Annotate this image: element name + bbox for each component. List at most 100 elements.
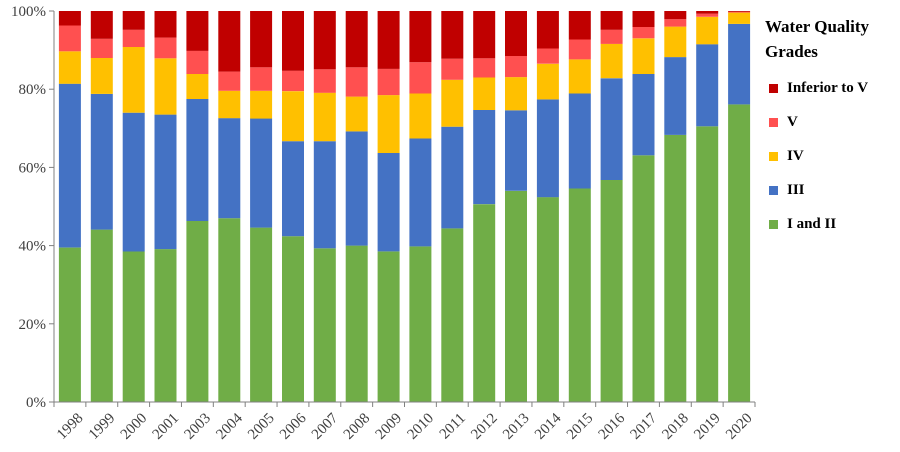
bar-v-1998 <box>58 25 81 52</box>
bar-v-2020 <box>728 11 751 13</box>
bar-inferior-to-v-2006 <box>282 11 304 71</box>
legend-swatch-i-and-ii <box>769 219 778 229</box>
bar-v-2005 <box>250 67 273 91</box>
bar-iii-2009 <box>377 152 400 252</box>
bar-v-2014 <box>536 48 559 64</box>
bar-v-2006 <box>282 70 304 92</box>
bar-iv-2012 <box>473 77 496 110</box>
bar-iii-2018 <box>664 57 687 135</box>
bar-v-2013 <box>505 56 527 78</box>
bar-i-and-ii-2000 <box>122 251 145 402</box>
bar-iii-2005 <box>250 118 273 228</box>
legend-swatch-inferior-to-v <box>769 83 778 93</box>
legend-swatch-v <box>769 117 778 127</box>
legend-label-inferior-to-v: Inferior to V <box>787 79 869 96</box>
bar-inferior-to-v-2001 <box>154 11 177 38</box>
y-tick-label: 80% <box>19 82 47 98</box>
bar-v-2010 <box>409 62 432 94</box>
bar-iii-1999 <box>90 93 113 230</box>
x-tick-label: 2014 <box>532 410 565 443</box>
bar-v-2009 <box>377 68 400 96</box>
bar-inferior-to-v-2010 <box>409 11 432 63</box>
bar-i-and-ii-2019 <box>696 126 719 403</box>
legend-item-i-and-ii: I and II <box>769 214 836 234</box>
bar-iii-2020 <box>728 23 751 105</box>
x-tick-label: 2007 <box>309 410 342 443</box>
bar-inferior-to-v-2016 <box>600 11 623 30</box>
legend-item-iv: IV <box>769 146 804 166</box>
x-tick-label: 2015 <box>564 410 597 443</box>
bars-group <box>58 11 751 403</box>
bar-iv-2001 <box>154 58 177 115</box>
bar-iv-1999 <box>90 57 113 94</box>
bar-i-and-ii-2011 <box>441 228 464 402</box>
bar-iv-2017 <box>632 38 655 74</box>
bar-iii-2007 <box>313 141 336 249</box>
bar-i-and-ii-2005 <box>250 227 273 402</box>
legend-label-iv: IV <box>787 147 804 164</box>
legend-label-iii: III <box>787 181 805 198</box>
bar-iii-2013 <box>505 110 527 191</box>
x-tick-label: 1998 <box>54 410 87 443</box>
bar-iii-1998 <box>58 83 81 248</box>
bar-inferior-to-v-1999 <box>90 11 113 39</box>
x-tick-label: 2005 <box>245 410 278 443</box>
bar-iv-2000 <box>122 47 145 113</box>
y-tick-label: 20% <box>19 317 47 333</box>
x-tick-label: 2004 <box>213 410 246 443</box>
bar-i-and-ii-2008 <box>345 245 368 402</box>
bar-v-2017 <box>632 27 655 39</box>
legend-item-v: V <box>769 112 798 132</box>
bar-iii-2004 <box>218 118 241 219</box>
bar-inferior-to-v-2007 <box>313 11 336 70</box>
bar-iv-2003 <box>186 74 209 99</box>
bar-iv-2015 <box>568 59 591 94</box>
x-tick-label: 2003 <box>181 410 214 443</box>
x-tick-label: 2011 <box>437 410 469 442</box>
x-tick-label: 2016 <box>596 410 629 443</box>
bar-inferior-to-v-2008 <box>345 11 368 68</box>
bar-iii-2008 <box>345 131 368 246</box>
bar-i-and-ii-2006 <box>282 236 304 402</box>
bar-i-and-ii-2009 <box>377 251 400 402</box>
bar-inferior-to-v-2004 <box>218 11 241 72</box>
bar-iii-2011 <box>441 126 464 229</box>
bar-i-and-ii-2017 <box>632 155 655 402</box>
bar-iii-2010 <box>409 138 432 247</box>
bar-iv-2008 <box>345 96 368 132</box>
bar-i-and-ii-2014 <box>536 197 559 402</box>
x-tick-label: 2009 <box>373 410 406 443</box>
bar-inferior-to-v-2012 <box>473 11 496 59</box>
bar-v-2008 <box>345 67 368 97</box>
x-tick-label: 2020 <box>723 410 756 443</box>
bar-v-2016 <box>600 29 623 44</box>
legend-item-inferior-to-v: Inferior to V <box>769 78 868 98</box>
x-tick-label: 2013 <box>500 410 533 443</box>
bar-v-1999 <box>90 38 113 58</box>
bar-inferior-to-v-2003 <box>186 11 209 51</box>
legend-item-iii: III <box>769 180 805 200</box>
bar-iv-2007 <box>313 92 336 142</box>
bar-v-2001 <box>154 37 177 59</box>
x-tick-label: 2019 <box>691 410 724 443</box>
legend-title: Water Quality Grades <box>765 17 870 61</box>
bar-v-2004 <box>218 71 241 91</box>
x-tick-label: 2008 <box>341 410 374 443</box>
bar-iii-2016 <box>600 78 623 180</box>
bar-iii-2017 <box>632 74 655 156</box>
bar-iii-2001 <box>154 114 177 250</box>
bar-v-2003 <box>186 50 209 74</box>
bar-iv-2005 <box>250 90 273 119</box>
bar-iii-2019 <box>696 44 719 127</box>
bar-i-and-ii-2013 <box>505 190 527 402</box>
bar-iii-2003 <box>186 99 209 221</box>
bar-i-and-ii-2003 <box>186 221 209 402</box>
legend-label-i-and-ii: I and II <box>787 215 837 232</box>
bar-iv-2006 <box>282 91 304 142</box>
y-tick-label: 0% <box>26 395 46 411</box>
bar-v-2019 <box>696 13 719 17</box>
bar-inferior-to-v-2014 <box>536 11 559 49</box>
legend-swatch-iv <box>769 151 778 161</box>
bar-inferior-to-v-2013 <box>505 11 527 56</box>
bar-i-and-ii-2018 <box>664 134 687 402</box>
